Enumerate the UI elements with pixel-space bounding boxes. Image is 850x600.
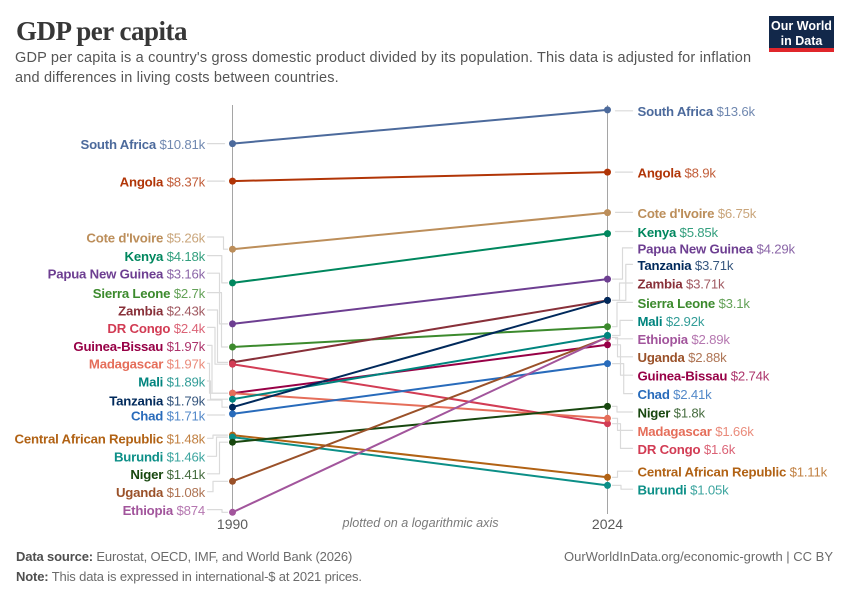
svg-text:Kenya $5.85k: Kenya $5.85k (638, 225, 719, 240)
svg-text:Niger $1.41k: Niger $1.41k (130, 467, 205, 482)
svg-text:South Africa $10.81k: South Africa $10.81k (80, 137, 205, 152)
svg-text:Niger $1.8k: Niger $1.8k (638, 405, 706, 420)
svg-text:Zambia $3.71k: Zambia $3.71k (638, 276, 725, 291)
svg-text:Madagascar $1.66k: Madagascar $1.66k (638, 424, 755, 439)
svg-text:Kenya $4.18k: Kenya $4.18k (125, 249, 206, 264)
svg-text:Uganda $1.08k: Uganda $1.08k (116, 485, 206, 500)
svg-text:Tanzania $3.71k: Tanzania $3.71k (638, 258, 734, 273)
svg-text:Guinea-Bissau $2.74k: Guinea-Bissau $2.74k (638, 369, 770, 384)
svg-text:Mali $1.89k: Mali $1.89k (138, 374, 205, 389)
svg-text:1990: 1990 (217, 516, 248, 532)
svg-text:Central African Republic $1.48: Central African Republic $1.48k (15, 432, 206, 447)
svg-text:Burundi $1.05k: Burundi $1.05k (638, 483, 730, 498)
svg-text:Papua New Guinea $3.16k: Papua New Guinea $3.16k (48, 267, 206, 282)
svg-text:South Africa $13.6k: South Africa $13.6k (638, 104, 756, 119)
svg-text:Chad $1.71k: Chad $1.71k (131, 408, 206, 423)
svg-text:plotted on a logarithmic axis: plotted on a logarithmic axis (341, 516, 499, 530)
svg-text:Zambia $2.43k: Zambia $2.43k (118, 303, 205, 318)
svg-text:Cote d'Ivoire $6.75k: Cote d'Ivoire $6.75k (638, 206, 757, 221)
svg-text:Madagascar $1.97k: Madagascar $1.97k (89, 357, 206, 372)
svg-text:Uganda $2.88k: Uganda $2.88k (638, 350, 728, 365)
svg-text:Chad $2.41k: Chad $2.41k (638, 387, 713, 402)
svg-text:Burundi $1.46k: Burundi $1.46k (114, 450, 206, 465)
svg-text:Ethiopia $2.89k: Ethiopia $2.89k (638, 332, 731, 347)
svg-text:2024: 2024 (592, 516, 623, 532)
svg-text:Sierra Leone $3.1k: Sierra Leone $3.1k (638, 296, 751, 311)
svg-text:Central African Republic $1.11: Central African Republic $1.11k (638, 465, 828, 480)
svg-text:Sierra Leone $2.7k: Sierra Leone $2.7k (93, 286, 206, 301)
svg-text:Cote d'Ivoire $5.26k: Cote d'Ivoire $5.26k (86, 230, 205, 245)
svg-text:Guinea-Bissau $1.97k: Guinea-Bissau $1.97k (73, 339, 205, 354)
svg-text:Mali $2.92k: Mali $2.92k (638, 314, 705, 329)
svg-text:Tanzania $1.79k: Tanzania $1.79k (109, 393, 205, 408)
svg-text:DR Congo $1.6k: DR Congo $1.6k (638, 442, 736, 457)
svg-text:Papua New Guinea $4.29k: Papua New Guinea $4.29k (638, 241, 796, 256)
svg-text:Ethiopia $874: Ethiopia $874 (123, 503, 205, 518)
svg-text:DR Congo $2.4k: DR Congo $2.4k (107, 321, 205, 336)
svg-text:Angola $8.37k: Angola $8.37k (120, 175, 206, 190)
svg-text:Angola $8.9k: Angola $8.9k (638, 166, 717, 181)
